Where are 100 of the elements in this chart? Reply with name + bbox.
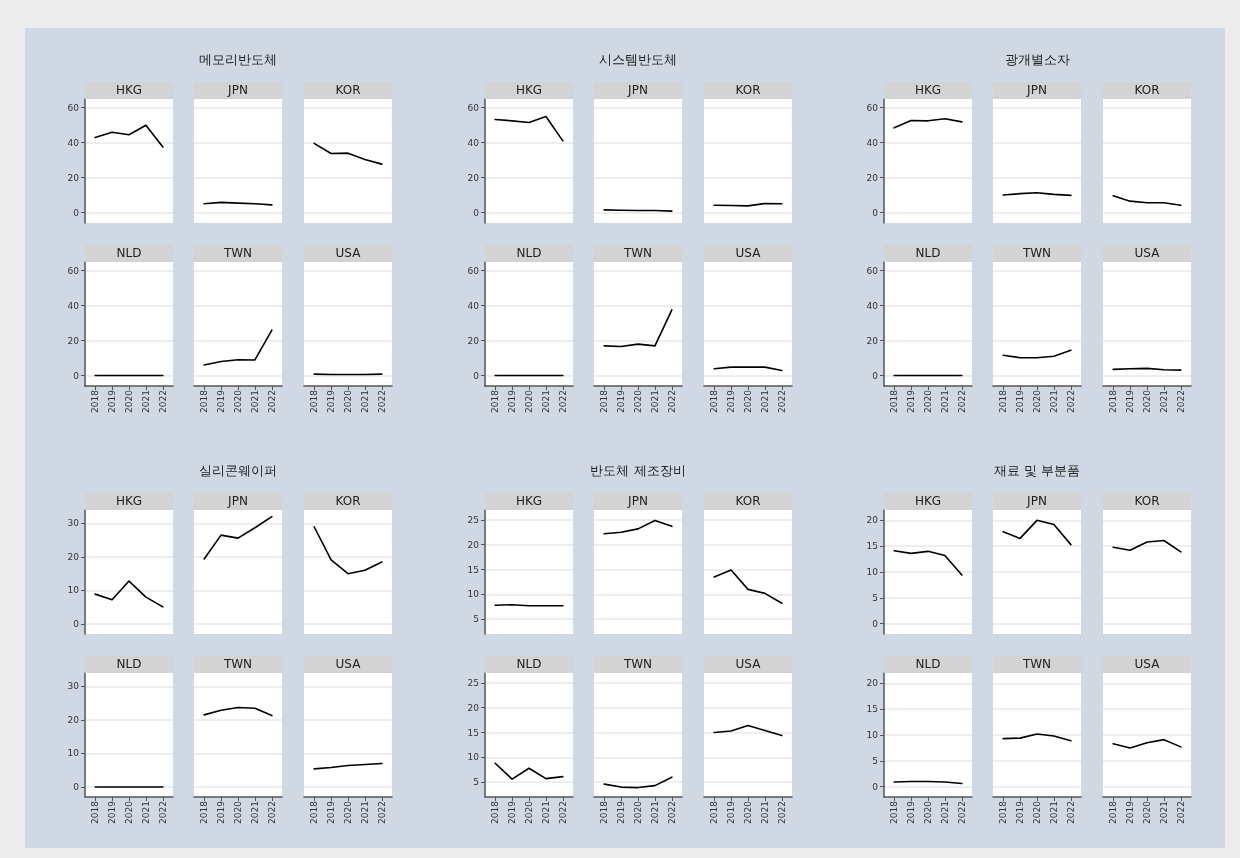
x-tick-label: 2019 xyxy=(906,800,917,824)
y-tick-label: 5 xyxy=(473,614,479,625)
y-tick-label: 20 xyxy=(67,714,80,725)
y-tick-label: 20 xyxy=(467,702,480,713)
x-tick-label: 2020 xyxy=(233,389,243,413)
y-tick-label: 10 xyxy=(67,748,80,759)
chart-title: TWN xyxy=(594,656,682,673)
x-tick-label: 2019 xyxy=(216,800,227,824)
chart-title: USA xyxy=(704,656,792,673)
chart-title: TWN xyxy=(194,245,282,262)
y-tick-label: 40 xyxy=(866,300,879,311)
y-tick-label: 0 xyxy=(73,618,80,629)
x-tick-label: 2019 xyxy=(507,800,518,824)
x-tick-label: 2022 xyxy=(376,801,387,824)
x-tick-label: 2021 xyxy=(649,390,660,413)
x-tick-label: 2018 xyxy=(599,389,610,413)
x-tick-label: 2022 xyxy=(157,801,168,824)
y-tick-label: 60 xyxy=(467,265,480,276)
chart-title: TWN xyxy=(993,245,1081,262)
x-tick-label: 2020 xyxy=(524,389,534,413)
x-tick-label: 2022 xyxy=(376,390,387,413)
x-tick-label: 2021 xyxy=(249,801,260,824)
chart-subtitle: 시스템반도체 xyxy=(598,51,678,69)
chart-title: HKG xyxy=(884,493,972,510)
y-tick-label: 60 xyxy=(67,102,80,113)
x-tick-label: 2020 xyxy=(923,389,933,413)
y-tick-label: 10 xyxy=(467,752,480,763)
y-tick-label: 60 xyxy=(67,265,80,276)
y-tick-label: 20 xyxy=(67,551,80,562)
x-tick-label: 2020 xyxy=(923,800,933,824)
x-tick-label: 2018 xyxy=(599,800,610,824)
y-tick-label: 10 xyxy=(866,567,879,577)
line-series xyxy=(494,762,564,780)
y-tick-label: 25 xyxy=(467,677,479,688)
x-tick-label: 2018 xyxy=(490,389,501,413)
x-tick-label: 2018 xyxy=(1108,800,1119,824)
x-tick-label: 2018 xyxy=(889,389,900,413)
x-tick-label: 2018 xyxy=(709,800,720,824)
y-tick-label: 0 xyxy=(872,781,879,792)
x-tick-label: 2022 xyxy=(666,390,677,413)
x-tick-label: 2020 xyxy=(1032,800,1042,824)
y-tick-label: 20 xyxy=(467,172,480,183)
chart-title: KOR xyxy=(304,493,392,510)
x-tick-label: 2022 xyxy=(557,801,568,824)
x-tick-label: 2020 xyxy=(124,800,134,824)
y-tick-label: 40 xyxy=(67,137,80,148)
x-tick-label: 2019 xyxy=(1015,800,1026,824)
x-tick-label: 2020 xyxy=(1142,389,1152,413)
y-tick-label: 10 xyxy=(67,585,80,596)
chart-title: JPN xyxy=(993,82,1081,99)
x-tick-label: 2018 xyxy=(90,800,101,824)
x-tick-label: 2021 xyxy=(540,801,551,824)
x-tick-label: 2018 xyxy=(309,800,320,824)
y-tick-label: 5 xyxy=(473,777,479,788)
x-tick-label: 2018 xyxy=(309,389,320,413)
chart-title: USA xyxy=(704,245,792,262)
chart-title: JPN xyxy=(594,82,682,99)
chart-title: TWN xyxy=(594,245,682,262)
x-tick-label: 2018 xyxy=(709,389,720,413)
chart-subtitle: 반도체 제조장비 xyxy=(589,462,687,480)
y-tick-label: 0 xyxy=(872,207,879,218)
x-tick-label: 2020 xyxy=(633,389,643,413)
chart-title: USA xyxy=(304,245,392,262)
x-tick-label: 2019 xyxy=(726,389,737,413)
chart-title: NLD xyxy=(485,245,573,262)
x-tick-label: 2020 xyxy=(743,389,753,413)
chart-title: NLD xyxy=(85,245,173,262)
chart-title: JPN xyxy=(194,493,282,510)
x-tick-label: 2022 xyxy=(266,801,277,824)
chart-title: TWN xyxy=(993,656,1081,673)
y-tick-label: 5 xyxy=(872,755,878,766)
x-tick-label: 2021 xyxy=(1158,390,1169,413)
y-tick-label: 10 xyxy=(467,589,480,600)
x-tick-label: 2022 xyxy=(956,390,967,413)
y-tick-label: 10 xyxy=(866,730,879,740)
y-tick-label: 20 xyxy=(67,335,80,346)
x-tick-label: 2022 xyxy=(557,390,568,413)
x-tick-label: 2021 xyxy=(249,390,260,413)
x-tick-label: 2020 xyxy=(743,800,753,824)
x-tick-label: 2021 xyxy=(359,801,370,824)
chart-title: KOR xyxy=(1103,493,1191,510)
x-tick-label: 2022 xyxy=(666,801,677,824)
x-tick-label: 2019 xyxy=(1125,389,1136,413)
y-tick-label: 20 xyxy=(866,515,879,526)
y-tick-label: 25 xyxy=(467,514,479,525)
chart-title: HKG xyxy=(884,82,972,99)
chart-title: KOR xyxy=(704,493,792,510)
chart-title: JPN xyxy=(194,82,282,99)
chart-title: USA xyxy=(1103,245,1191,262)
y-tick-label: 0 xyxy=(473,370,480,381)
line-series xyxy=(494,115,564,142)
y-tick-label: 60 xyxy=(866,102,879,113)
x-tick-label: 2021 xyxy=(649,801,660,824)
x-tick-label: 2020 xyxy=(633,800,643,824)
chart-title: USA xyxy=(1103,656,1191,673)
y-tick-label: 20 xyxy=(866,172,879,183)
x-tick-label: 2019 xyxy=(1015,389,1026,413)
y-tick-label: 30 xyxy=(67,518,80,529)
y-tick-label: 15 xyxy=(866,541,878,552)
x-tick-label: 2022 xyxy=(266,390,277,413)
